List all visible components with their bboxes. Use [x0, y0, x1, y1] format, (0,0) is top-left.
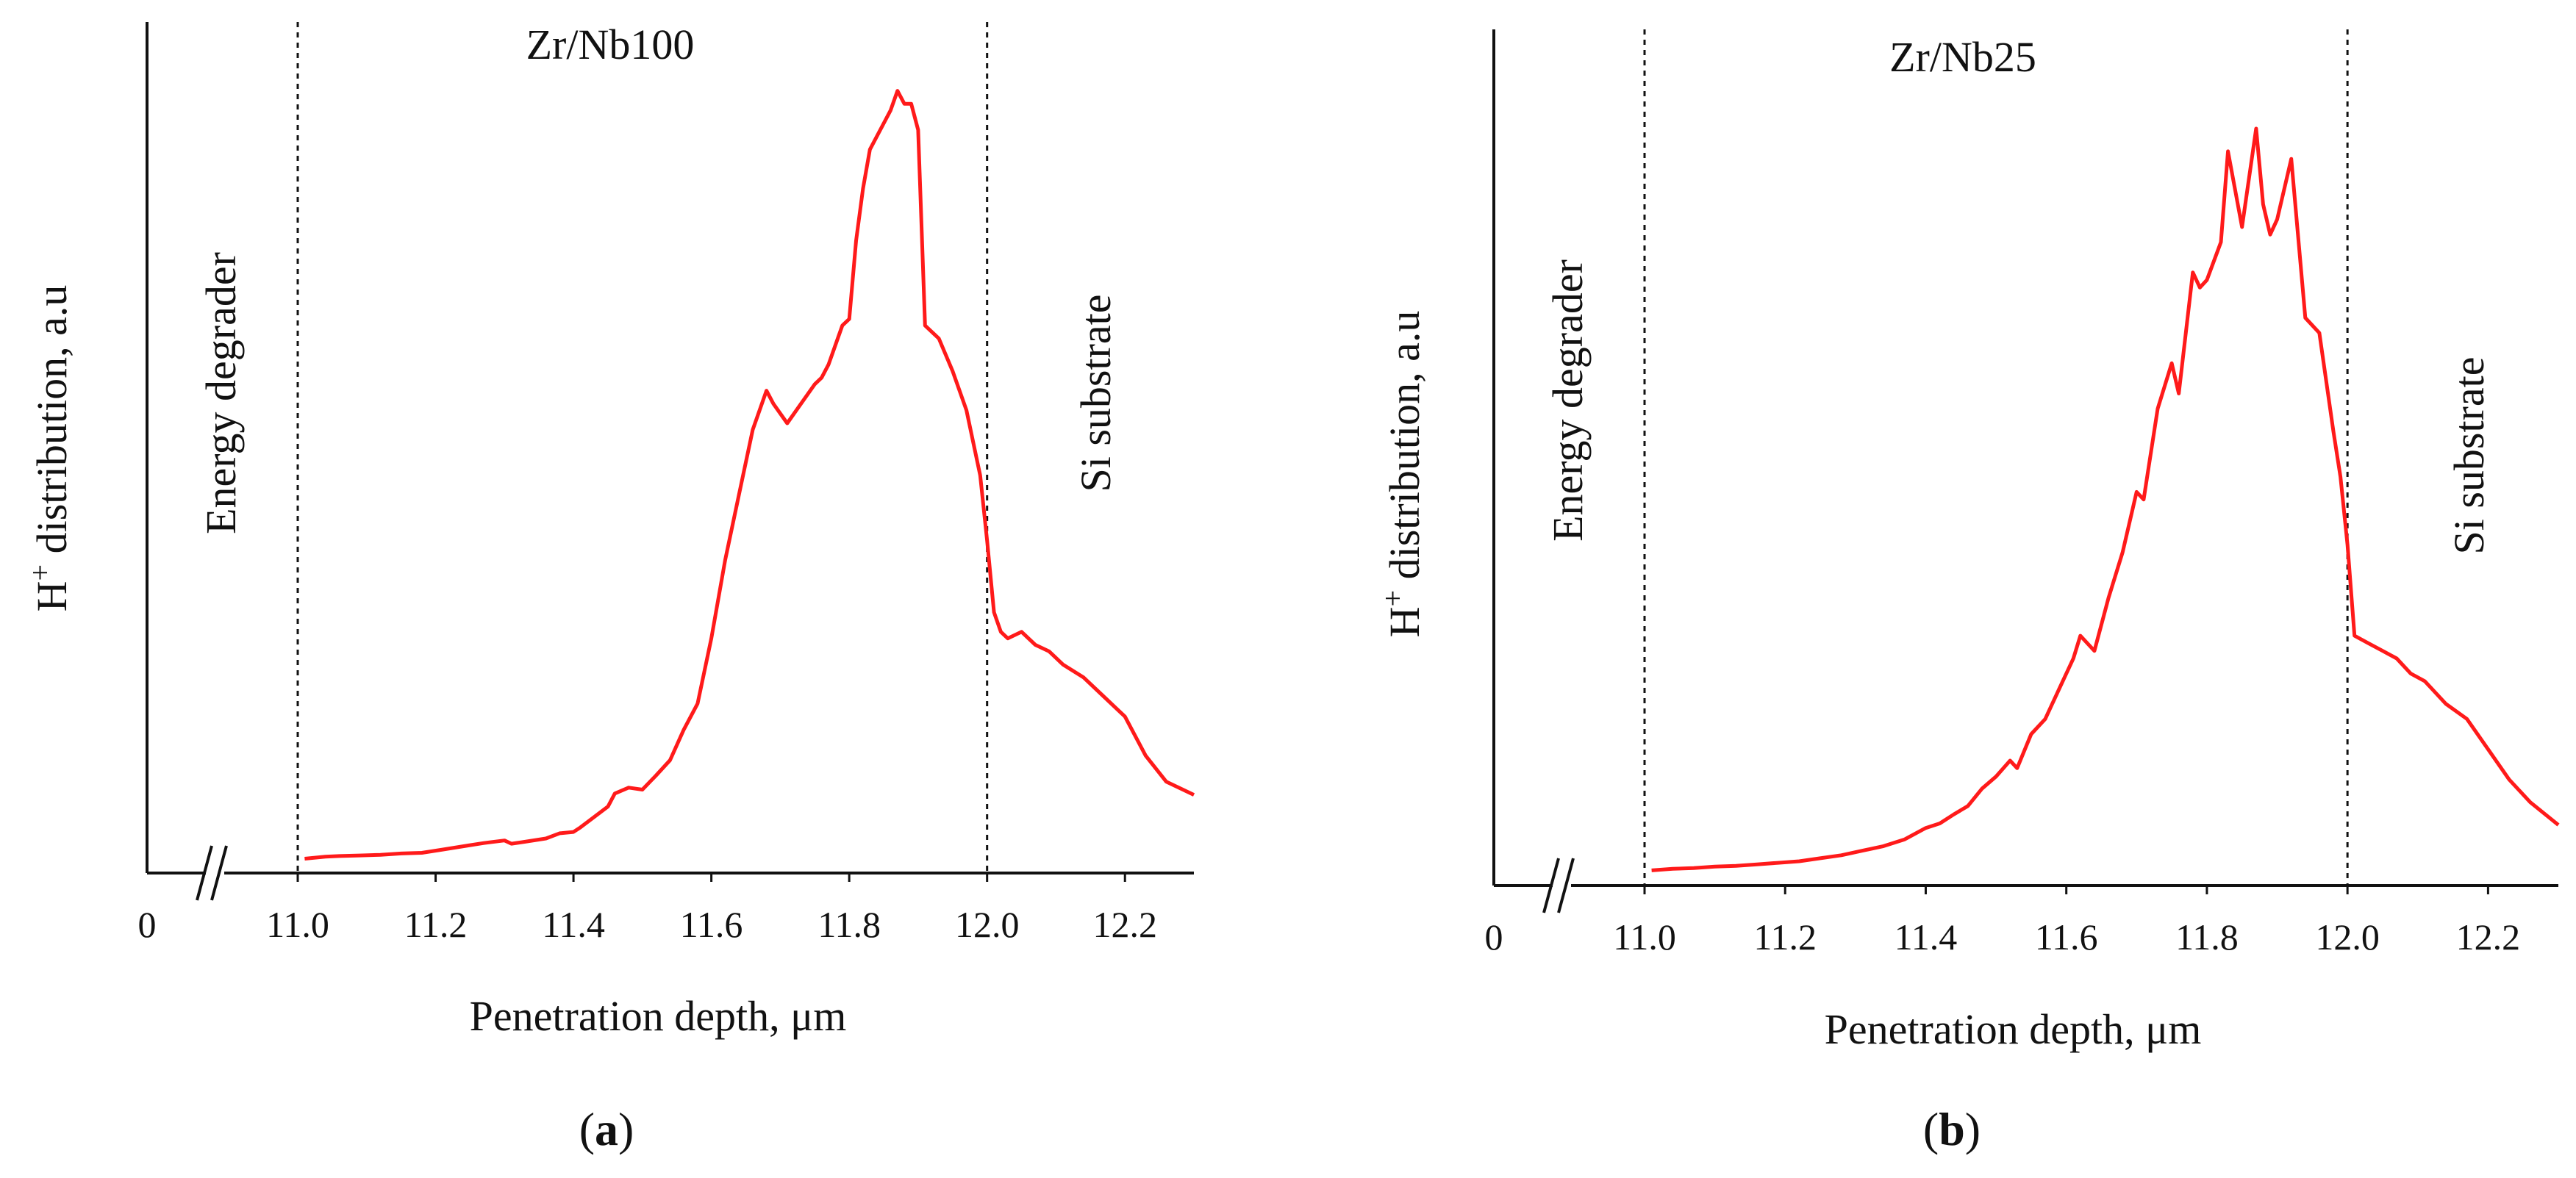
- x-tick-label: 12.0: [955, 904, 1020, 945]
- x-tick-label: 12.2: [2456, 916, 2521, 958]
- x-tick-label: 11.8: [2175, 916, 2239, 958]
- x-tick-label: 12.0: [2315, 916, 2380, 958]
- h-plus-distribution-line: [304, 89, 1195, 861]
- x-tick-label: 11.2: [1753, 916, 1817, 958]
- panel-caption: (b): [1923, 1103, 1981, 1155]
- x-ticks: 11.0 11.2 11.4 11.6 11.8 12.0 12.2: [266, 873, 1157, 945]
- x-ticks: 11.0 11.2 11.4 11.6 11.8 12.0 12.2: [1613, 886, 2520, 958]
- axis-break-slash-1: [1542, 858, 1560, 913]
- panel-title: Zr/Nb25: [1889, 33, 2036, 81]
- h-plus-distribution-line: [1651, 126, 2560, 872]
- axis-break-slash-2: [210, 845, 228, 901]
- x-tick-label: 11.0: [266, 904, 329, 945]
- x-tick-label: 11.6: [680, 904, 743, 945]
- region-label-si-substrate: Si substrate: [1072, 294, 1120, 492]
- x-tick-label: 11.4: [542, 904, 605, 945]
- x-tick-label: 12.2: [1092, 904, 1157, 945]
- x-tick-label: 11.0: [1613, 916, 1676, 958]
- x-tick-label: 11.8: [817, 904, 881, 945]
- region-label-energy-degrader: Energy degrader: [197, 252, 245, 534]
- x-tick-label: 11.4: [1895, 916, 1958, 958]
- panel-caption: (a): [579, 1103, 634, 1155]
- axis-break-slash-1: [196, 845, 213, 901]
- panel-a: 11.0 11.2 11.4 11.6 11.8 12.0 12.2 0 Zr/Nb100 …: [24, 21, 1195, 1155]
- panel-title: Zr/Nb100: [526, 21, 695, 68]
- region-label-energy-degrader: Energy degrader: [1544, 259, 1592, 542]
- x-origin-label: 0: [1485, 916, 1503, 958]
- x-tick-label: 11.2: [404, 904, 468, 945]
- x-axis-title: Penetration depth, μm: [1825, 1005, 2202, 1053]
- y-axis-title: H+ distribution, a.u: [1376, 311, 1429, 638]
- x-tick-label: 11.6: [2035, 916, 2098, 958]
- y-axis-title: H+ distribution, a.u: [24, 285, 76, 612]
- x-origin-label: 0: [138, 904, 157, 945]
- region-label-si-substrate: Si substrate: [2445, 356, 2493, 554]
- x-axis-title: Penetration depth, μm: [470, 992, 847, 1040]
- panel-b: 11.0 11.2 11.4 11.6 11.8 12.0 12.2 0 Zr/Nb25 E…: [1376, 29, 2560, 1155]
- axis-break-slash-2: [1557, 858, 1575, 913]
